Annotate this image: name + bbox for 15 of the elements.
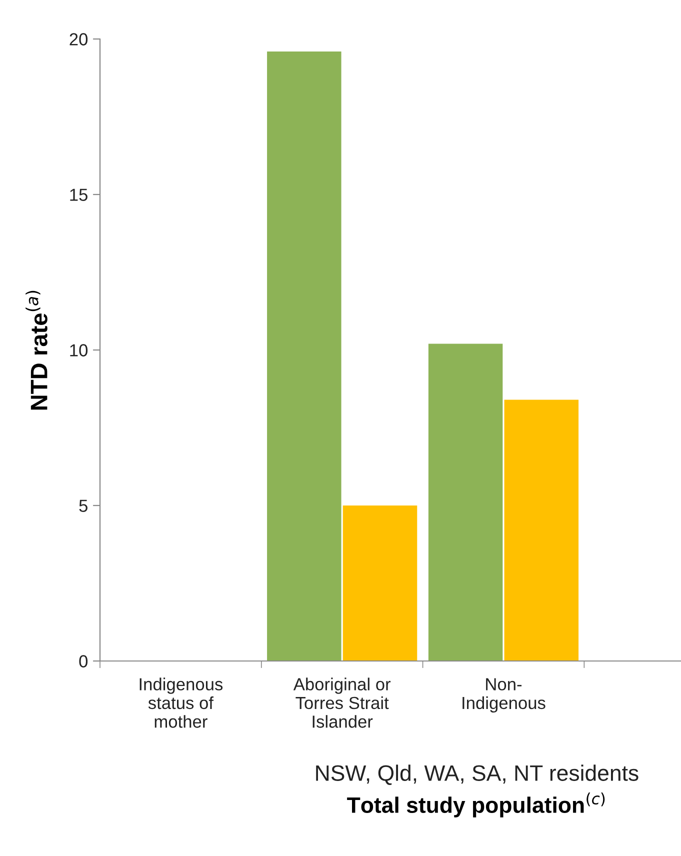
- y-tick-label: 20: [70, 33, 88, 46]
- bar: [267, 51, 342, 661]
- y-tick-label: 15: [70, 188, 88, 201]
- bar: [342, 506, 418, 661]
- y-tick-label: 10: [70, 344, 88, 356]
- bar: [428, 344, 503, 661]
- y-axis-title: NTD rate$^{(a)}$: [26, 290, 48, 410]
- x-tick-label: Indigenous status of mother: [140, 678, 223, 728]
- x-tick-label: Non- Indigenous: [462, 678, 546, 713]
- y-tick-label: 5: [79, 500, 88, 512]
- text: Total study population$^{(c)}$: [347, 792, 605, 818]
- y-tick-label: 0: [79, 655, 88, 668]
- bar: [504, 400, 579, 661]
- x-axis-title: NSW, Qld, WA, SA, NT residents: [316, 764, 638, 785]
- x-tick-label: Aboriginal or Torres Strait Islander: [293, 678, 391, 728]
